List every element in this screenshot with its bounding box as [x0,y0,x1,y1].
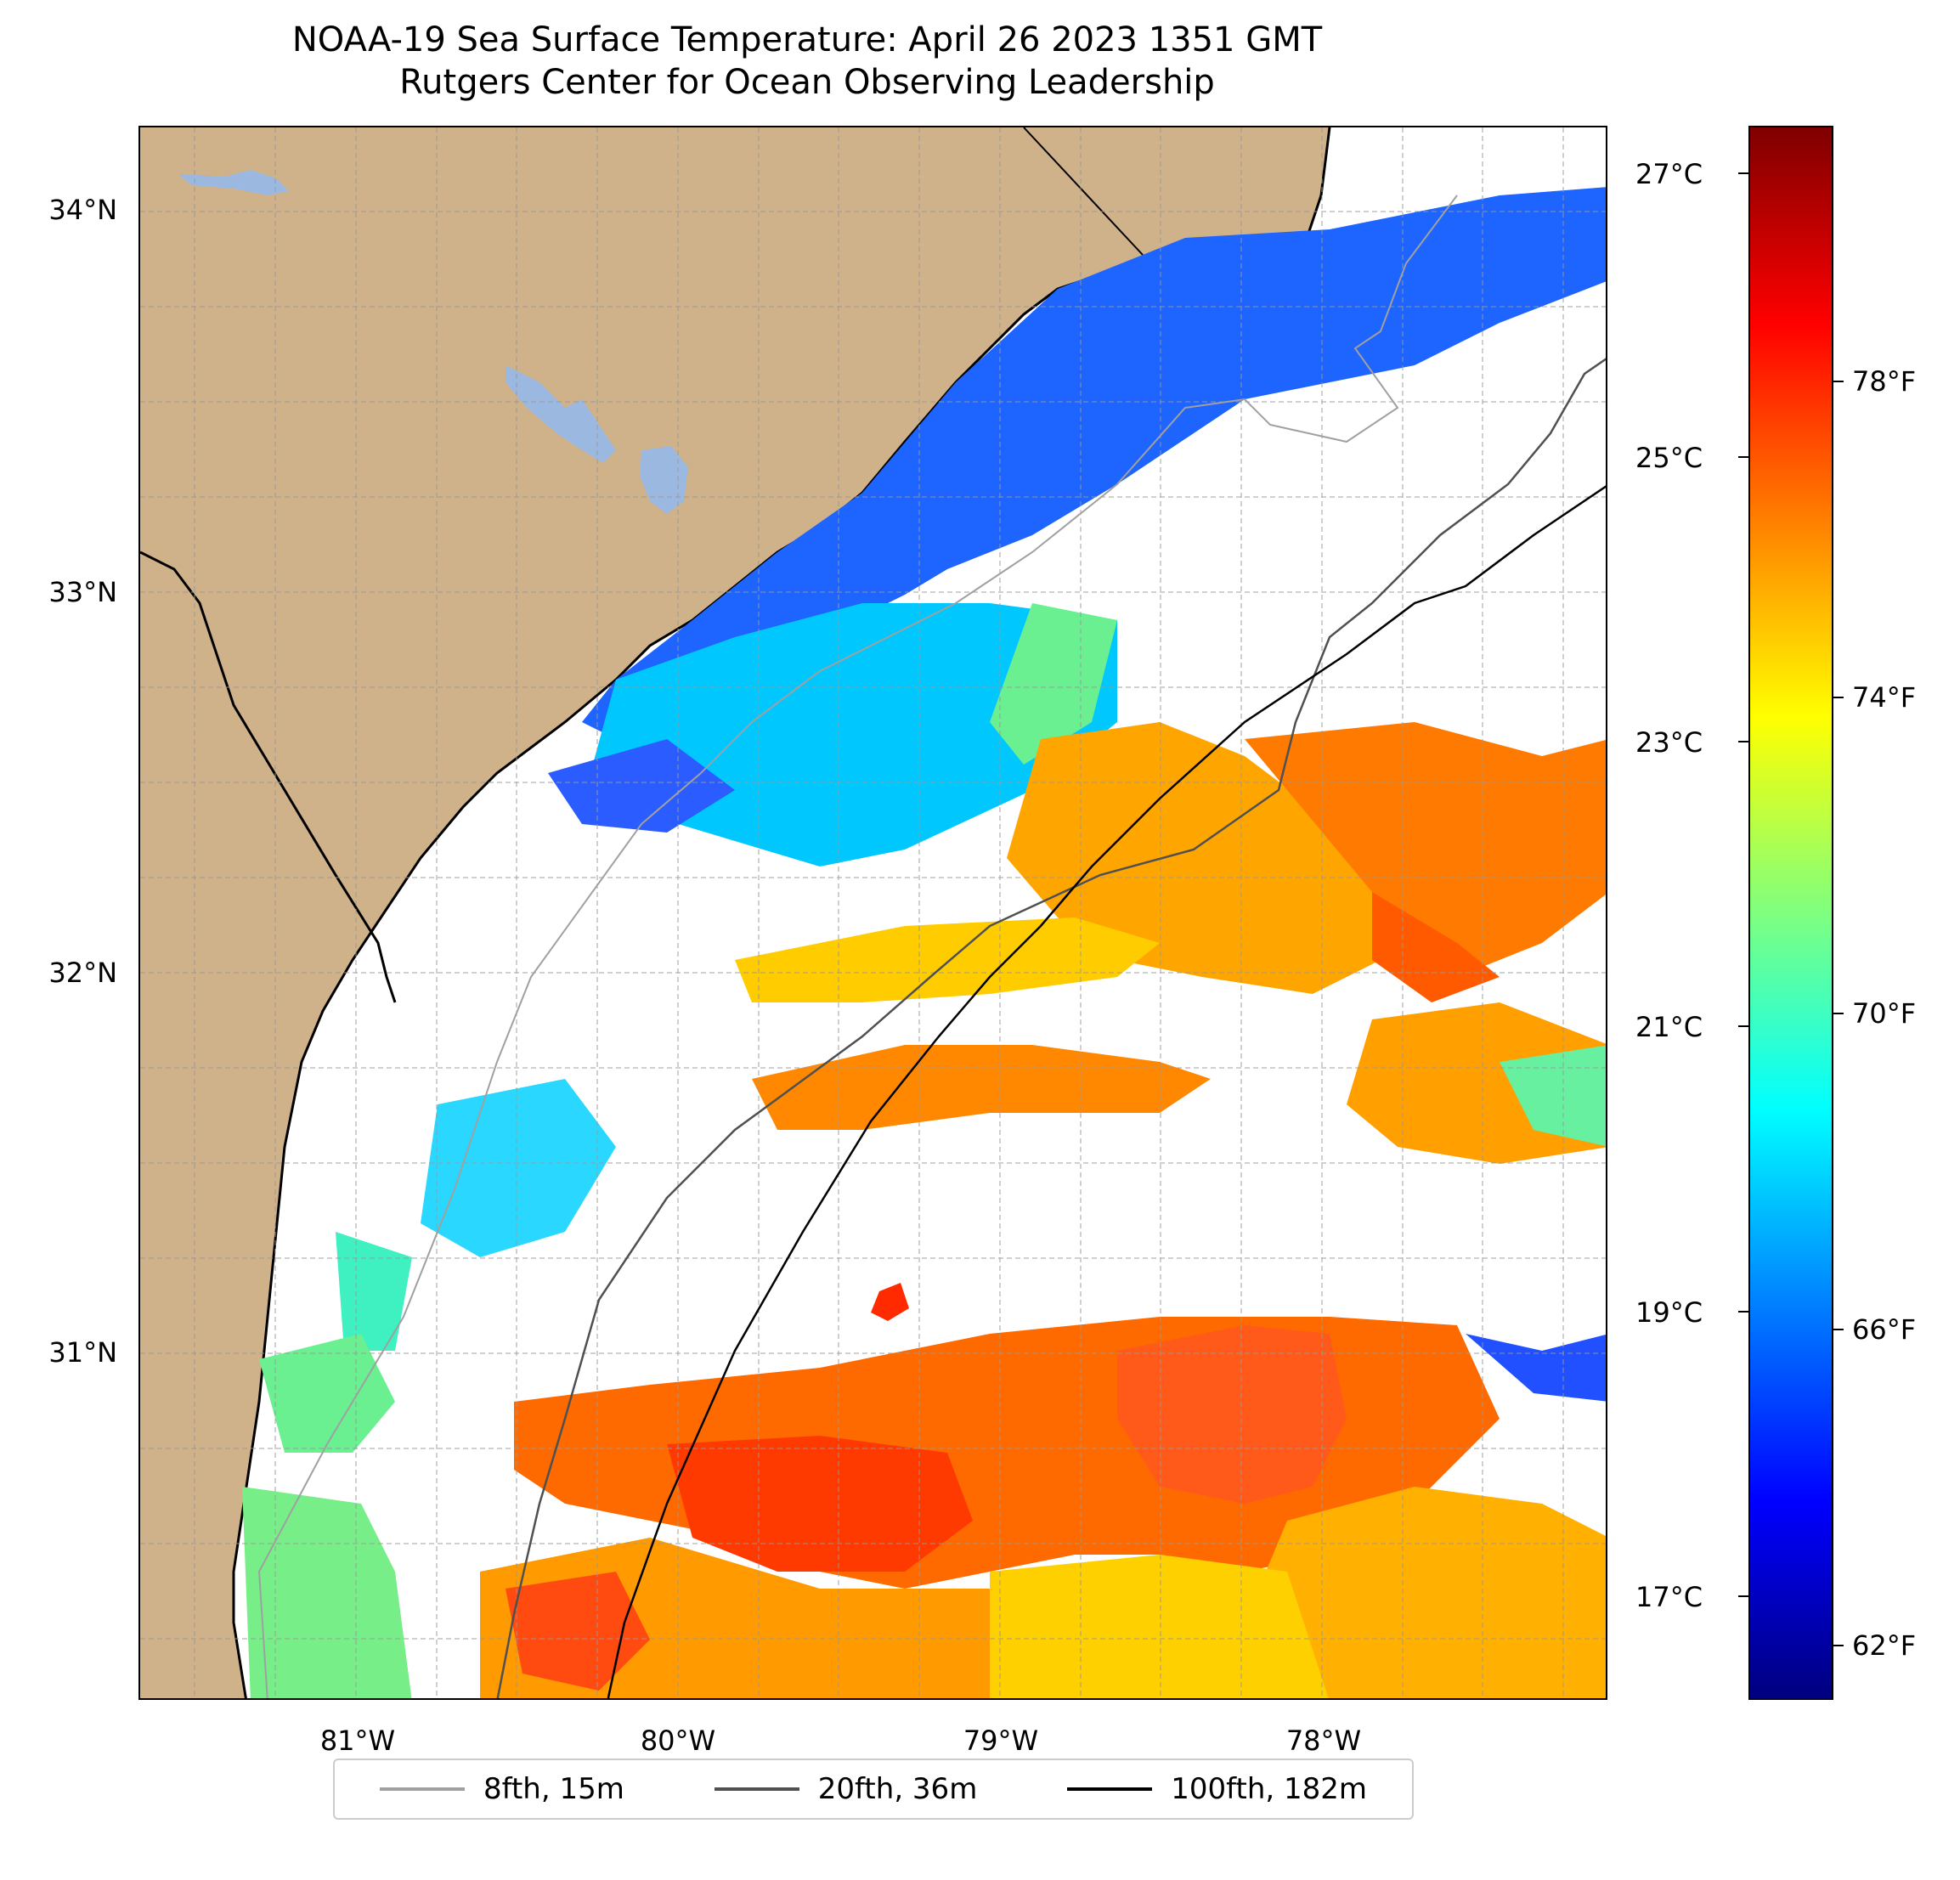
sst-map-svg [140,127,1606,1698]
sst-map[interactable] [138,126,1607,1700]
lon-label-79w: 79°W [963,1725,1039,1757]
fahrenheit-label: 66°F [1852,1313,1917,1346]
c-tick [1738,1595,1748,1597]
legend-label: 100fth, 182m [1171,1772,1368,1806]
fahrenheit-label: 62°F [1852,1629,1917,1662]
legend-swatch [1067,1787,1153,1791]
temperature-colorbar [1748,126,1833,1700]
f-tick [1833,1645,1844,1646]
sst-data [242,187,1606,1698]
lat-label-34n: 34°N [48,194,117,226]
lake-marion [506,365,616,463]
f-tick [1833,1013,1844,1014]
isobath-8fth [257,195,1458,1698]
isobath-100fth [607,485,1606,1698]
f-tick [1833,381,1844,382]
legend-swatch [379,1787,465,1791]
celsius-label: 23°C [1635,726,1703,759]
lat-label-32n: 32°N [48,957,117,989]
c-tick [1738,1025,1748,1027]
legend-swatch [714,1787,799,1791]
celsius-label: 17°C [1635,1581,1703,1613]
lon-label-80w: 80°W [640,1725,716,1757]
isobath-legend: 8fth, 15m 20fth, 36m 100fth, 182m [333,1759,1414,1820]
celsius-label: 19°C [1635,1296,1703,1329]
isobath-20fth [496,358,1606,1698]
legend-item-20fth: 20fth, 36m [714,1772,978,1806]
land-mass [140,127,1330,1698]
lake-north [178,170,289,195]
legend-label: 8fth, 15m [483,1772,624,1806]
lat-label-33n: 33°N [48,576,117,608]
state-border-north [1023,127,1144,256]
legend-item-100fth: 100fth, 182m [1067,1772,1367,1806]
celsius-label: 25°C [1635,442,1703,474]
graticule [140,127,1606,1698]
lon-label-81w: 81°W [319,1725,396,1757]
title-line-2: Rutgers Center for Ocean Observing Leade… [399,63,1215,102]
celsius-label: 27°C [1635,158,1703,190]
map-title: NOAA-19 Sea Surface Temperature: April 2… [136,19,1478,104]
lat-label-31n: 31°N [48,1336,117,1369]
c-tick [1738,1311,1748,1313]
lon-label-78w: 78°W [1285,1725,1362,1757]
legend-item-8fth: 8fth, 15m [379,1772,624,1806]
c-tick [1738,456,1748,458]
c-tick [1738,741,1748,742]
f-tick [1833,1329,1844,1330]
fahrenheit-label: 74°F [1852,681,1917,714]
fahrenheit-label: 78°F [1852,365,1917,398]
f-tick [1833,697,1844,698]
state-border [140,550,397,1003]
celsius-label: 21°C [1635,1011,1703,1043]
fahrenheit-label: 70°F [1852,997,1917,1030]
title-line-1: NOAA-19 Sea Surface Temperature: April 2… [291,20,1323,59]
legend-label: 20fth, 36m [817,1772,978,1806]
c-tick [1738,172,1748,174]
